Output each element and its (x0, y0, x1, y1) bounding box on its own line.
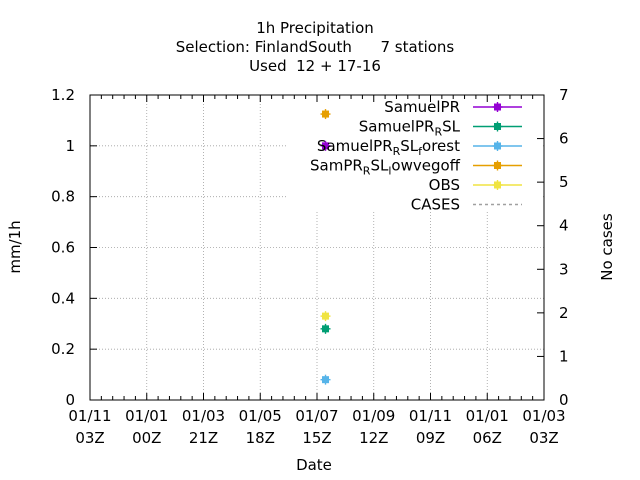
axis-ticks (89, 94, 545, 401)
chart-title-line-2: Selection: FinlandSouth 7 stations (176, 38, 455, 56)
y2-tick-label: 0 (559, 391, 569, 409)
x-tick-label: 01/11 (68, 407, 111, 425)
legend-label-part: R (363, 165, 371, 178)
x-tick-label: 21Z (189, 429, 218, 447)
x-tick-label: 01/03 (182, 407, 225, 425)
y2-tick-label: 4 (559, 217, 569, 235)
y-tick-label: 0.2 (51, 340, 75, 358)
y2-tick-label: 1 (559, 347, 569, 365)
x-tick-label: 03Z (75, 429, 104, 447)
x-tick-label: 01/09 (352, 407, 395, 425)
legend-label: SamuelPRRSLforest (317, 137, 460, 158)
x-tick-label: 00Z (132, 429, 161, 447)
y-tick-labels: 0 0.2 0.4 0.6 0.8 1 1.2 (51, 86, 75, 409)
chart-title-line-3: Used 12 + 17-16 (249, 57, 381, 75)
y-tick-label: 0.8 (51, 188, 75, 206)
y2-tick-label: 5 (559, 173, 569, 191)
y2-tick-label: 3 (559, 260, 569, 278)
x-tick-label: 12Z (359, 429, 388, 447)
legend-backdrop (287, 97, 542, 210)
x-tick-label: 01/11 (409, 407, 452, 425)
data-points (320, 109, 331, 385)
legend-label-part: orest (422, 137, 460, 155)
y2-axis-label: No cases (598, 213, 616, 281)
y2-tick-label: 7 (559, 86, 569, 104)
legend-label: SamuelPRRSL (359, 118, 461, 139)
legend-label-part: CASES (411, 196, 460, 214)
legend-label-part: SL (442, 118, 461, 136)
x-tick-labels: 01/11 03Z 01/01 00Z 01/03 21Z 01/05 18Z 01/07 15Z… (68, 407, 565, 447)
y2-tick-label: 6 (559, 130, 569, 148)
legend: SamuelPRSamuelPRRSLSamuelPRRSLforestSamP… (310, 98, 522, 214)
legend-backdrop-fill (287, 97, 542, 210)
legend-label-part: SamuelPR (317, 137, 393, 155)
x-tick-label: 03Z (529, 429, 558, 447)
x-tick-label: 01/01 (125, 407, 168, 425)
y2-tick-labels: 0 1 2 3 4 5 6 7 (559, 86, 569, 409)
x-tick-label: 01/05 (239, 407, 282, 425)
legend-label: OBS (429, 176, 460, 194)
x-tick-label: 01/07 (295, 407, 338, 425)
legend-label: CASES (411, 196, 460, 214)
y-tick-label: 0.4 (51, 289, 75, 307)
legend-label-part: SL (400, 137, 419, 155)
y-tick-label: 0.6 (51, 239, 75, 257)
legend-label-part: R (434, 126, 442, 139)
legend-label-part: owvegoff (391, 157, 460, 175)
legend-label-part: OBS (429, 176, 460, 194)
legend-label: SamuelPR (384, 98, 460, 116)
legend-label: SamPRRSLlowvegoff (310, 157, 461, 178)
x-tick-label: 06Z (473, 429, 502, 447)
y-tick-label: 1.2 (51, 86, 75, 104)
legend-label-part: f (418, 145, 423, 158)
chart-title-line-1: 1h Precipitation (256, 19, 374, 37)
x-tick-label: 15Z (302, 429, 331, 447)
legend-label-part: R (393, 145, 401, 158)
legend-label-part: l (388, 165, 391, 178)
x-tick-label: 01/03 (522, 407, 565, 425)
legend-label-part: SL (370, 157, 389, 175)
legend-label-part: SamuelPR (359, 118, 435, 136)
y-axis-label: mm/1h (6, 220, 24, 273)
y-tick-label: 0 (65, 391, 75, 409)
y2-tick-label: 2 (559, 304, 569, 322)
x-tick-label: 18Z (246, 429, 275, 447)
legend-label-part: SamPR (310, 157, 363, 175)
legend-label-part: SamuelPR (384, 98, 460, 116)
x-tick-label: 09Z (416, 429, 445, 447)
x-tick-label: 01/01 (466, 407, 509, 425)
y-tick-label: 1 (65, 137, 75, 155)
x-axis-label: Date (296, 456, 332, 474)
